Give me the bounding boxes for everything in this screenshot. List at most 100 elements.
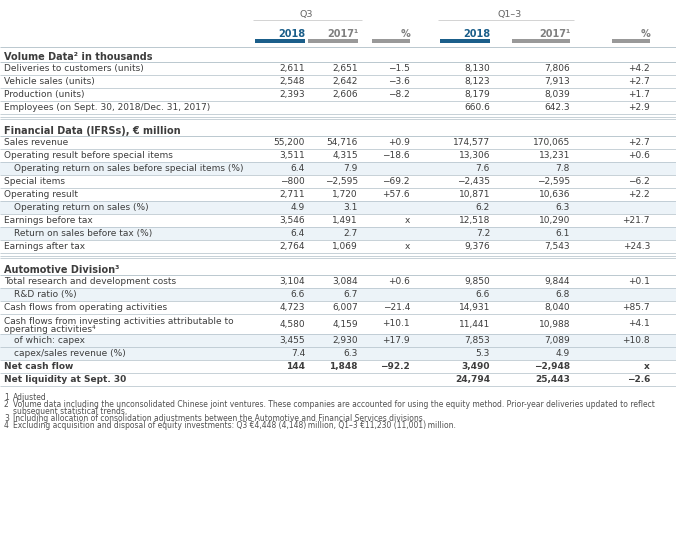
Text: +2.7: +2.7 — [628, 77, 650, 86]
Text: 7,089: 7,089 — [544, 336, 570, 345]
Text: −8.2: −8.2 — [388, 90, 410, 99]
Text: −1.5: −1.5 — [388, 64, 410, 73]
Text: x: x — [405, 216, 410, 225]
Text: Sales revenue: Sales revenue — [4, 138, 68, 147]
Text: 2,651: 2,651 — [333, 64, 358, 73]
Text: +10.8: +10.8 — [623, 336, 650, 345]
Bar — [255, 39, 305, 43]
Text: 2,611: 2,611 — [279, 64, 305, 73]
Text: Operating return on sales before special items (%): Operating return on sales before special… — [14, 164, 243, 173]
Text: 2,393: 2,393 — [279, 90, 305, 99]
Text: 4,580: 4,580 — [279, 320, 305, 328]
Text: 1,069: 1,069 — [332, 242, 358, 251]
Text: 24,794: 24,794 — [455, 375, 490, 384]
Text: capex/sales revenue (%): capex/sales revenue (%) — [14, 349, 126, 358]
Text: 1,491: 1,491 — [333, 216, 358, 225]
Text: 8,039: 8,039 — [544, 90, 570, 99]
Text: 3,546: 3,546 — [279, 216, 305, 225]
Text: +0.6: +0.6 — [628, 151, 650, 160]
Text: Excluding acquisition and disposal of equity investments: Q3 €4,448 (4,148) mill: Excluding acquisition and disposal of eq… — [13, 421, 456, 430]
Text: 2018: 2018 — [278, 29, 305, 39]
Text: +0.6: +0.6 — [388, 277, 410, 286]
Text: +4.2: +4.2 — [629, 64, 650, 73]
Text: 6.4: 6.4 — [291, 164, 305, 173]
Text: −6.2: −6.2 — [628, 177, 650, 186]
Text: +10.1: +10.1 — [383, 320, 410, 328]
Text: 2,606: 2,606 — [333, 90, 358, 99]
Text: +0.1: +0.1 — [628, 277, 650, 286]
Text: 2,764: 2,764 — [279, 242, 305, 251]
Text: 3.1: 3.1 — [343, 203, 358, 212]
Text: Net liquidity at Sept. 30: Net liquidity at Sept. 30 — [4, 375, 126, 384]
Text: 6.6: 6.6 — [291, 290, 305, 299]
Text: +85.7: +85.7 — [623, 303, 650, 312]
Text: 660.6: 660.6 — [464, 103, 490, 112]
Text: 174,577: 174,577 — [453, 138, 490, 147]
Text: 14,931: 14,931 — [458, 303, 490, 312]
Text: Volume data including the unconsolidated Chinese joint ventures. These companies: Volume data including the unconsolidated… — [13, 400, 655, 409]
Text: 642.3: 642.3 — [544, 103, 570, 112]
Text: R&D ratio (%): R&D ratio (%) — [14, 290, 76, 299]
Text: +2.9: +2.9 — [628, 103, 650, 112]
Text: 3,490: 3,490 — [462, 362, 490, 371]
Bar — [0, 288, 676, 301]
Text: Return on sales before tax (%): Return on sales before tax (%) — [14, 229, 152, 238]
Text: Operating result before special items: Operating result before special items — [4, 151, 173, 160]
Text: Production (units): Production (units) — [4, 90, 84, 99]
Text: 1: 1 — [4, 393, 9, 402]
Text: 12,518: 12,518 — [458, 216, 490, 225]
Text: 6,007: 6,007 — [332, 303, 358, 312]
Text: 9,376: 9,376 — [464, 242, 490, 251]
Bar — [0, 201, 676, 214]
Text: Net cash flow: Net cash flow — [4, 362, 74, 371]
Text: +24.3: +24.3 — [623, 242, 650, 251]
Text: Vehicle sales (units): Vehicle sales (units) — [4, 77, 95, 86]
Bar — [0, 334, 676, 347]
Text: Operating return on sales (%): Operating return on sales (%) — [14, 203, 149, 212]
Bar — [440, 39, 490, 43]
Text: %: % — [400, 29, 410, 39]
Text: −2.6: −2.6 — [627, 375, 650, 384]
Text: +2.2: +2.2 — [629, 190, 650, 199]
Text: 7.8: 7.8 — [556, 164, 570, 173]
Text: 8,040: 8,040 — [544, 303, 570, 312]
Text: 1,848: 1,848 — [329, 362, 358, 371]
Text: Total research and development costs: Total research and development costs — [4, 277, 176, 286]
Text: 4.9: 4.9 — [291, 203, 305, 212]
Text: Special items: Special items — [4, 177, 65, 186]
Text: 144: 144 — [286, 362, 305, 371]
Text: Financial Data (IFRSs), € million: Financial Data (IFRSs), € million — [4, 126, 180, 136]
Text: 6.1: 6.1 — [556, 229, 570, 238]
Text: −3.6: −3.6 — [388, 77, 410, 86]
Bar — [512, 39, 570, 43]
Text: 6.3: 6.3 — [556, 203, 570, 212]
Text: 7.6: 7.6 — [476, 164, 490, 173]
Text: 4,159: 4,159 — [333, 320, 358, 328]
Text: Including allocation of consolidation adjustments between the Automotive and Fin: Including allocation of consolidation ad… — [13, 414, 425, 423]
Text: x: x — [644, 362, 650, 371]
Text: 4,315: 4,315 — [333, 151, 358, 160]
Text: x: x — [405, 242, 410, 251]
Text: Earnings before tax: Earnings before tax — [4, 216, 93, 225]
Text: 10,636: 10,636 — [539, 190, 570, 199]
Text: 7,806: 7,806 — [544, 64, 570, 73]
Text: −18.6: −18.6 — [383, 151, 410, 160]
Text: Cash flows from operating activities: Cash flows from operating activities — [4, 303, 167, 312]
Text: +4.1: +4.1 — [628, 320, 650, 328]
Text: +17.9: +17.9 — [383, 336, 410, 345]
Text: 7,913: 7,913 — [544, 77, 570, 86]
Text: 6.2: 6.2 — [476, 203, 490, 212]
Text: 9,850: 9,850 — [464, 277, 490, 286]
Text: of which: capex: of which: capex — [14, 336, 85, 345]
Text: Operating result: Operating result — [4, 190, 78, 199]
Text: 7,853: 7,853 — [464, 336, 490, 345]
Text: 54,716: 54,716 — [327, 138, 358, 147]
Text: −92.2: −92.2 — [380, 362, 410, 371]
Text: Q3: Q3 — [299, 10, 313, 19]
Text: 8,130: 8,130 — [464, 64, 490, 73]
Text: 55,200: 55,200 — [274, 138, 305, 147]
Bar — [0, 162, 676, 175]
Text: 7.9: 7.9 — [343, 164, 358, 173]
Text: −2,435: −2,435 — [457, 177, 490, 186]
Text: 6.3: 6.3 — [343, 349, 358, 358]
